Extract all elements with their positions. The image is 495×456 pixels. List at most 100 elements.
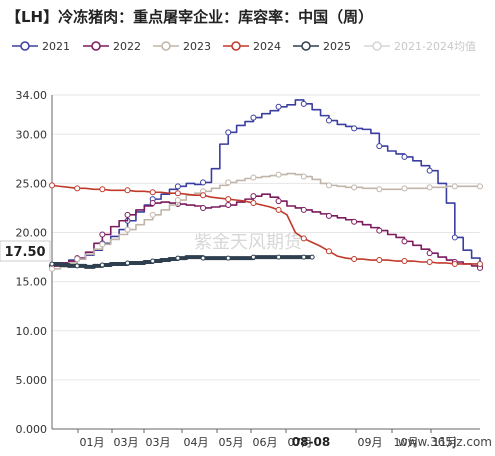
legend-marker-0 (20, 41, 30, 51)
y-tick-label-1: 5.000 (16, 374, 48, 387)
series-point-2023-9 (124, 226, 131, 233)
series-line-2023 (52, 172, 480, 270)
series-point-2025-15 (175, 255, 181, 261)
current-value-marker: 17.50 (0, 240, 51, 262)
series-point-2021-36 (351, 125, 358, 132)
series-point-2024-18 (200, 192, 207, 199)
legend-label-0: 2021 (42, 40, 70, 53)
series-point-2024-45 (426, 259, 433, 265)
series-point-2025-27 (276, 254, 282, 260)
x-tick-label-7: 09月 (358, 436, 383, 449)
series-point-2022-27 (275, 198, 282, 205)
series-point-2025-24 (250, 254, 256, 260)
series-point-2021-42 (401, 153, 408, 160)
series-point-2022-21 (225, 202, 232, 209)
legend-marker-5 (372, 41, 382, 51)
series-point-2023-48 (451, 183, 458, 190)
series-point-2024-27 (275, 206, 282, 213)
y-tick-label-2: 10.00 (16, 325, 48, 338)
x-tick-label-4: 05月 (219, 436, 244, 449)
series-point-2022-18 (200, 204, 207, 211)
series-point-2024-9 (124, 187, 131, 194)
series-point-2023-42 (401, 185, 408, 192)
watermark: 紫金天风期货 (194, 232, 302, 253)
series-point-2025-6 (99, 262, 105, 268)
x-tick-label-5: 06月 (253, 436, 278, 449)
series-point-2024-33 (325, 248, 332, 255)
x-tick-label-8: 10月 (394, 436, 419, 449)
legend-marker-4 (301, 41, 311, 51)
legend-marker-1 (91, 41, 101, 51)
x-tick-label-6: 07月 (288, 436, 313, 449)
series-point-2023-21 (225, 179, 232, 186)
legend-marker-2 (161, 41, 171, 51)
series-point-2023-45 (426, 184, 433, 191)
series-line-2025 (52, 255, 313, 269)
series-point-2021-18 (200, 179, 207, 186)
series-point-2021-30 (300, 100, 307, 107)
series-point-2024-3 (74, 185, 81, 192)
x-axis: 01月 03月 03月 04月 05月 06月 07月 09月 10月 11月 (52, 428, 480, 449)
series-point-2023-15 (174, 197, 181, 204)
series-point-2023-6 (99, 241, 106, 248)
series-point-2022-42 (401, 238, 408, 245)
x-tick-label-1: 03月 (114, 436, 139, 449)
legend-label-1: 2022 (113, 40, 141, 53)
y-tick-label-4: 20.00 (16, 227, 48, 240)
series-point-2023-27 (275, 171, 282, 178)
x-tick-label-2: 03月 (146, 436, 171, 449)
series-point-2024-12 (149, 189, 156, 196)
series-point-2023-36 (351, 184, 358, 191)
series-point-2023-39 (376, 186, 383, 193)
series-point-2023-51 (477, 183, 483, 190)
series-point-2024-6 (99, 186, 106, 193)
series-point-2024-15 (174, 190, 181, 197)
y-tick-label-3: 15.00 (16, 276, 48, 289)
x-tick-label-3: 04月 (184, 436, 209, 449)
legend-label-4: 2025 (323, 40, 351, 53)
series-point-2024-30 (300, 235, 307, 242)
current-x-label: 08-08 (292, 435, 330, 449)
series-point-2025-12 (150, 258, 156, 264)
series-point-2023-12 (149, 211, 156, 218)
series-point-2024-0 (49, 182, 55, 189)
series-point-2025-21 (225, 255, 231, 261)
series-point-2024-42 (401, 258, 408, 265)
y-tick-label-7: 34.00 (16, 89, 48, 102)
series-point-2025-31 (309, 254, 315, 260)
series-point-2021-48 (451, 234, 458, 241)
series-point-2025-0 (49, 261, 55, 267)
series-point-2025-30 (301, 254, 307, 260)
y-tick-label-5: 25.00 (16, 177, 48, 190)
series-point-2021-21 (225, 129, 232, 136)
chart-title: 【LH】冷冻猪肉：重点屠宰企业：库容率：中国（周） (6, 8, 374, 26)
series-point-2022-6 (99, 231, 106, 238)
x-tick-label-9: 11月 (433, 436, 458, 449)
series-point-2022-36 (351, 218, 358, 225)
series-point-2024-21 (225, 196, 232, 203)
legend-marker-3 (231, 41, 241, 51)
series-point-2023-3 (74, 256, 81, 263)
series-point-2025-18 (200, 255, 206, 261)
series-point-2021-24 (250, 114, 257, 121)
series-line-2024 (51, 184, 480, 265)
y-tick-label-0: 0.000 (16, 423, 48, 436)
series-point-2021-15 (174, 183, 181, 190)
series-point-2021-33 (325, 117, 332, 124)
series-point-2021-27 (275, 103, 282, 110)
series-point-2022-30 (300, 206, 307, 213)
y-tick-label-6: 30.00 (16, 128, 48, 141)
series-point-2022-45 (426, 250, 433, 257)
current-value-box (0, 240, 51, 262)
y-axis: 0.000 5.000 10.00 15.00 20.00 25.00 30.00 34.00 (16, 89, 53, 436)
legend: 2021 2022 2023 2024 2025 2021-2024均值 (12, 40, 476, 53)
x-tick-label-0: 01月 (80, 436, 105, 449)
series-point-2025-3 (74, 263, 80, 269)
series-point-2023-30 (300, 173, 307, 180)
series-point-2021-45 (426, 167, 433, 174)
series-line-2022 (52, 193, 481, 268)
series-point-2024-39 (376, 257, 383, 264)
series-point-2025-9 (125, 260, 131, 266)
series-point-2024-51 (477, 260, 483, 267)
